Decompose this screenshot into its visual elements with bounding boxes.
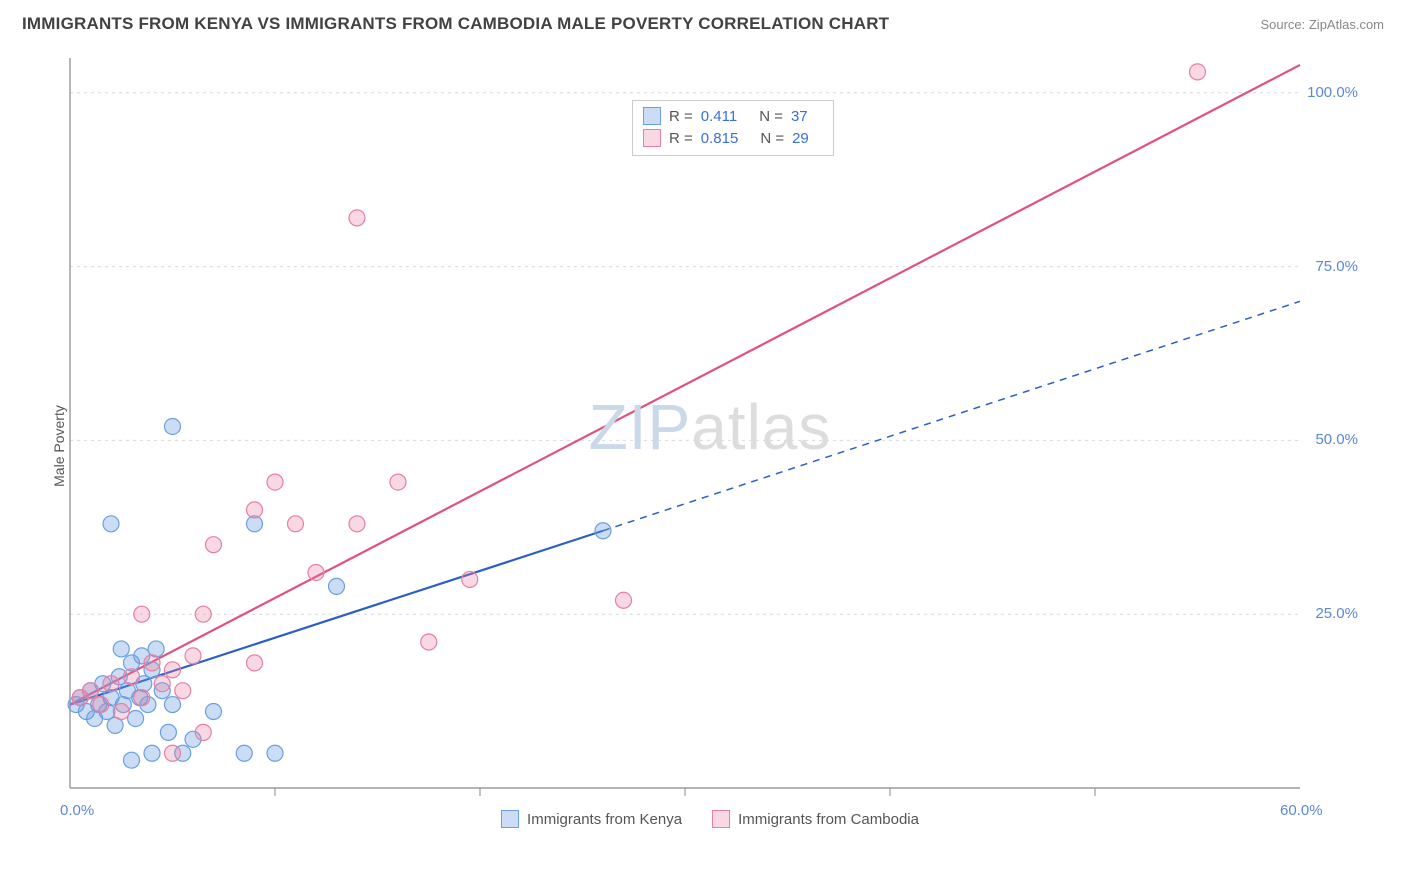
chart-plot-area: ZIPatlas R = 0.411 N = 37 R = 0.815 N = …	[60, 48, 1360, 838]
r-label: R =	[669, 130, 693, 147]
n-value-kenya: 37	[791, 108, 808, 125]
r-value-kenya: 0.411	[701, 108, 737, 125]
legend-label-kenya: Immigrants from Kenya	[527, 811, 682, 828]
ytick-50: 50.0%	[1315, 431, 1358, 448]
swatch-kenya-icon	[501, 810, 519, 828]
n-label: N =	[760, 130, 784, 147]
ytick-25: 25.0%	[1315, 605, 1358, 622]
legend-item-kenya: Immigrants from Kenya	[501, 810, 682, 828]
r-value-cambodia: 0.815	[701, 130, 739, 147]
chart-header: IMMIGRANTS FROM KENYA VS IMMIGRANTS FROM…	[0, 0, 1406, 42]
ytick-100: 100.0%	[1307, 84, 1358, 101]
n-label: N =	[759, 108, 783, 125]
chart-svg	[60, 48, 1360, 838]
xtick-0: 0.0%	[60, 802, 94, 819]
n-value-cambodia: 29	[792, 130, 809, 147]
legend-row-kenya: R = 0.411 N = 37	[643, 105, 823, 127]
source-label: Source: ZipAtlas.com	[1260, 17, 1384, 32]
swatch-cambodia	[643, 129, 661, 147]
legend-row-cambodia: R = 0.815 N = 29	[643, 127, 823, 149]
xtick-60: 60.0%	[1280, 802, 1323, 819]
chart-title: IMMIGRANTS FROM KENYA VS IMMIGRANTS FROM…	[22, 14, 889, 34]
r-label: R =	[669, 108, 693, 125]
series-legend: Immigrants from Kenya Immigrants from Ca…	[501, 810, 919, 828]
legend-label-cambodia: Immigrants from Cambodia	[738, 811, 919, 828]
swatch-cambodia-icon	[712, 810, 730, 828]
correlation-legend: R = 0.411 N = 37 R = 0.815 N = 29	[632, 100, 834, 156]
ytick-75: 75.0%	[1315, 258, 1358, 275]
swatch-kenya	[643, 107, 661, 125]
legend-item-cambodia: Immigrants from Cambodia	[712, 810, 919, 828]
